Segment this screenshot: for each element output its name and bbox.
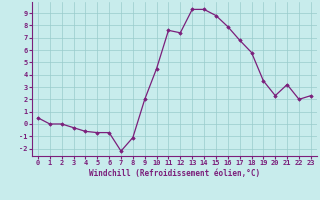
X-axis label: Windchill (Refroidissement éolien,°C): Windchill (Refroidissement éolien,°C) xyxy=(89,169,260,178)
